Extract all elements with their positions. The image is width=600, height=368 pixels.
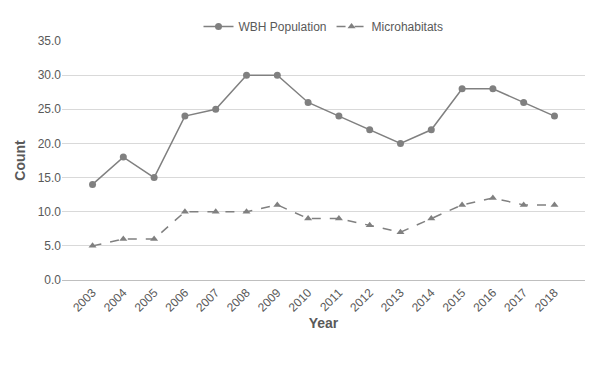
- svg-text:2016: 2016: [470, 286, 499, 315]
- svg-text:2011: 2011: [317, 286, 345, 314]
- svg-text:2014: 2014: [409, 286, 438, 315]
- svg-text:5.0: 5.0: [44, 239, 61, 253]
- svg-text:2007: 2007: [193, 286, 222, 315]
- svg-text:2018: 2018: [532, 286, 561, 315]
- svg-text:2010: 2010: [286, 286, 315, 315]
- svg-text:2006: 2006: [163, 286, 192, 315]
- svg-text:2008: 2008: [224, 286, 253, 315]
- svg-text:2012: 2012: [347, 286, 376, 315]
- svg-text:15.0: 15.0: [38, 171, 62, 185]
- svg-text:2015: 2015: [440, 286, 469, 315]
- svg-text:2017: 2017: [501, 286, 530, 315]
- svg-text:25.0: 25.0: [38, 102, 62, 116]
- svg-text:0.0: 0.0: [44, 273, 61, 287]
- svg-text:35.0: 35.0: [38, 34, 62, 48]
- svg-text:Year: Year: [309, 315, 339, 331]
- svg-text:20.0: 20.0: [38, 137, 62, 151]
- svg-text:2005: 2005: [132, 286, 161, 315]
- svg-text:30.0: 30.0: [38, 68, 62, 82]
- svg-text:2004: 2004: [101, 286, 130, 315]
- svg-text:Microhabitats: Microhabitats: [372, 20, 443, 34]
- svg-text:2009: 2009: [255, 286, 284, 315]
- svg-text:2013: 2013: [378, 286, 407, 315]
- svg-text:10.0: 10.0: [38, 205, 62, 219]
- svg-text:2003: 2003: [70, 286, 99, 315]
- svg-text:WBH Population: WBH Population: [239, 20, 327, 34]
- svg-text:Count: Count: [12, 140, 28, 181]
